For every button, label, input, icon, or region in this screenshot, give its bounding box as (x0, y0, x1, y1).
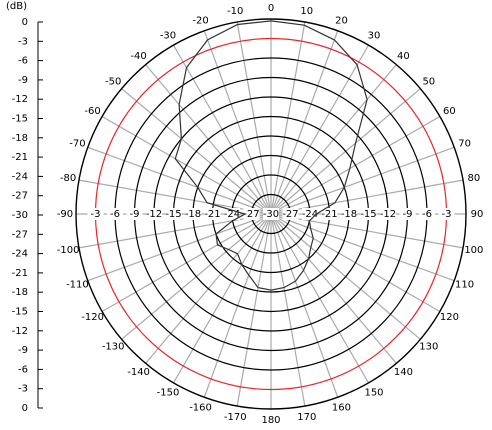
ring-label-bg (107, 208, 123, 220)
ring-label-bg (263, 208, 279, 220)
angle-label: -150 (157, 387, 180, 398)
angle-label: 150 (364, 387, 383, 398)
angle-label: -100 (57, 245, 80, 256)
ring-label: -27 (282, 209, 298, 220)
left-scale-tick-label: 0 (22, 17, 28, 28)
angle-label: 170 (297, 412, 316, 423)
angle-label: -10 (227, 6, 243, 17)
angle-label: 50 (422, 77, 435, 88)
angle-label: -80 (60, 173, 76, 184)
angle-label: -70 (69, 139, 85, 150)
left-scale-tick-label: -6 (18, 364, 28, 375)
left-scale-tick-label: 0 (22, 403, 28, 414)
ring-label: -15 (165, 209, 181, 220)
left-scale-tick-label: -24 (12, 171, 28, 182)
ring-label-bg (419, 208, 435, 220)
left-scale-tick-label: -9 (18, 75, 28, 86)
ring-label-bg (146, 208, 162, 220)
outer-ring (75, 18, 467, 410)
left-scale-tick-label: -30 (12, 210, 28, 221)
angle-label: 20 (335, 15, 348, 26)
angle-label: 120 (440, 312, 459, 323)
ring-label: -27 (243, 209, 259, 220)
ring-label: -15 (360, 209, 376, 220)
ring-label-bg (438, 208, 455, 220)
ring-label: -24 (224, 209, 240, 220)
left-scale-tick-label: -9 (18, 345, 28, 356)
angle-label: 160 (332, 403, 351, 414)
angle-label: -20 (192, 15, 208, 26)
left-scale-tick-label: -12 (12, 326, 28, 337)
left-scale-tick-label: -6 (18, 56, 28, 67)
angle-label: -130 (102, 341, 125, 352)
angle-label: -120 (81, 312, 104, 323)
left-scale-tick-label: -21 (12, 152, 28, 163)
ring-label-bg (380, 208, 396, 220)
angle-label: -50 (105, 77, 121, 88)
left-scale-label: (dB) (6, 1, 27, 12)
left-scale-tick-label: -12 (12, 94, 28, 105)
left-scale-tick-label: -3 (18, 384, 28, 395)
ring-label: -6 (422, 209, 432, 220)
ring-label-bg (360, 208, 377, 220)
ring-label-bg (126, 208, 143, 220)
angle-label: -90 (57, 209, 73, 220)
left-scale-tick-label: -18 (12, 287, 28, 298)
angle-label: -160 (189, 403, 212, 414)
ring-label-bg (399, 208, 416, 220)
angle-label: 30 (368, 31, 381, 42)
angle-label: 140 (394, 367, 413, 378)
left-scale-tick-label: -15 (12, 114, 28, 125)
left-scale-tick-label: -24 (12, 249, 28, 260)
angle-label: 100 (464, 245, 483, 256)
angle-label: -140 (127, 367, 150, 378)
angle-label: 130 (419, 341, 438, 352)
ring-label: -12 (146, 209, 162, 220)
left-scale-tick-label: -15 (12, 307, 28, 318)
angle-label: 90 (471, 209, 484, 220)
angle-label: 180 (261, 415, 280, 426)
ring-label: -21 (321, 209, 337, 220)
ring-label-bg (321, 208, 338, 220)
ring-label: -3 (442, 209, 452, 220)
angle-label: 80 (468, 173, 481, 184)
angle-label: -60 (84, 106, 100, 117)
ring-label: -12 (380, 209, 396, 220)
ring-label: -24 (302, 209, 318, 220)
ring-label: -3 (91, 209, 101, 220)
ring-label: -21 (204, 209, 220, 220)
ring-label-bg (204, 208, 221, 220)
ring-label: -18 (341, 209, 357, 220)
left-scale-tick-label: -18 (12, 133, 28, 144)
left-scale-tick-label: -27 (12, 229, 28, 240)
angle-label: 10 (300, 6, 313, 17)
ring-label: -9 (130, 209, 140, 220)
angle-label: 40 (397, 51, 410, 62)
angle-label: -40 (130, 51, 146, 62)
ring-label-bg (341, 208, 357, 220)
angle-label: -30 (160, 31, 176, 42)
pattern-line (174, 20, 368, 291)
ring-label-bg (165, 208, 182, 220)
ring-label-bg (282, 208, 299, 220)
angle-label: 0 (268, 3, 274, 14)
angle-label: 110 (455, 279, 474, 290)
ring-label: -9 (403, 209, 413, 220)
left-scale-tick-label: -21 (12, 268, 28, 279)
ring-label-bg (243, 208, 260, 220)
left-scale-tick-label: -3 (18, 36, 28, 47)
angle-label: -110 (66, 279, 89, 290)
angle-label: -170 (224, 412, 247, 423)
ring-label: -30 (263, 209, 279, 220)
angle-label: 60 (443, 106, 456, 117)
ring-label-bg (87, 208, 104, 220)
angle-label: 70 (458, 139, 471, 150)
ring-label: -6 (110, 209, 120, 220)
left-scale-tick-label: -27 (12, 191, 28, 202)
ring-label: -18 (185, 209, 201, 220)
ring-label-bg (185, 208, 201, 220)
